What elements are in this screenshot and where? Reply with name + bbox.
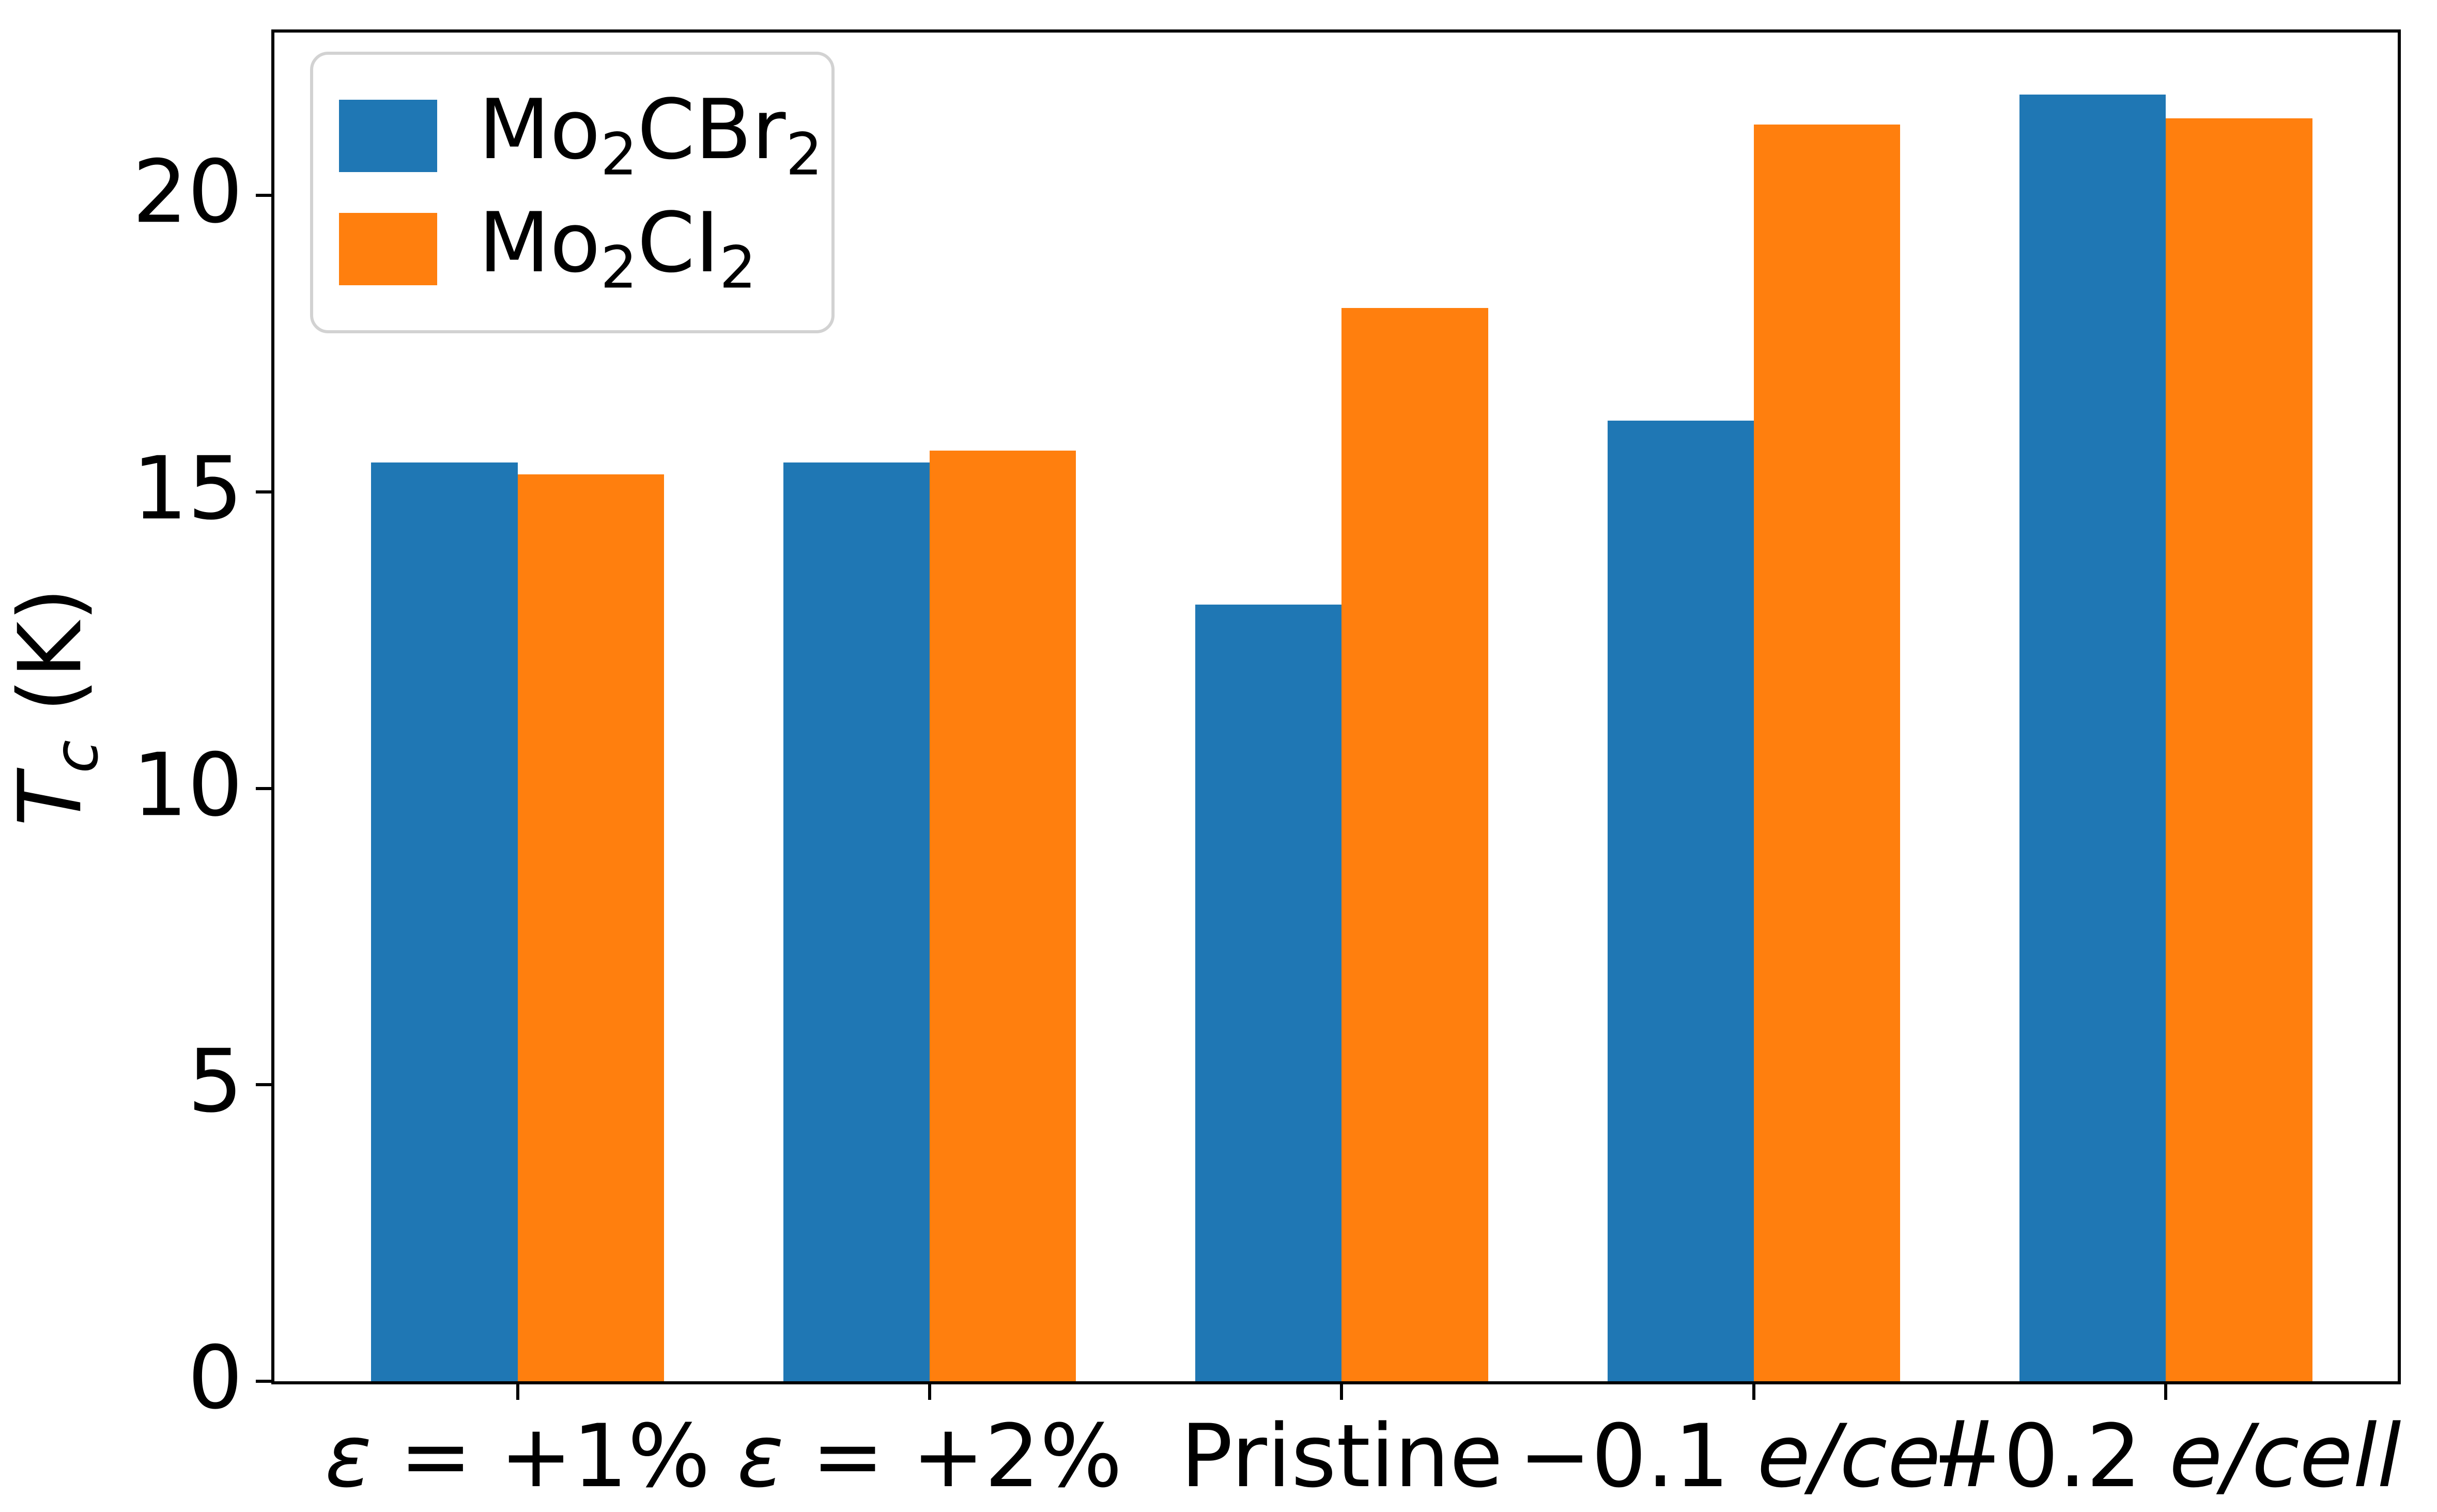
text-segment: ε xyxy=(737,1406,784,1507)
y-tick-label: 5 xyxy=(188,1030,243,1132)
bar-mo2cbr2-3 xyxy=(1607,421,1754,1381)
text-segment: CI xyxy=(637,194,720,291)
y-tick-mark xyxy=(256,786,271,790)
bar-mo2cbr2-0 xyxy=(371,462,518,1381)
bar-mo2ci2-2 xyxy=(1341,308,1488,1381)
legend: Mo2CBr2 Mo2CI2 xyxy=(310,52,835,333)
text-segment: −0.1 xyxy=(1518,1406,1757,1507)
y-tick-label: 0 xyxy=(188,1327,243,1429)
bar-mo2cbr2-2 xyxy=(1195,605,1342,1381)
text-segment: CBr xyxy=(637,81,786,178)
text-segment: e/cell xyxy=(1757,1406,1989,1507)
legend-swatch-mo2cbr2 xyxy=(339,99,437,172)
legend-item-mo2cbr2: Mo2CBr2 xyxy=(339,88,823,183)
x-tick-label-3: −0.1 e/cell xyxy=(1519,1413,1989,1500)
text-segment: = +2% xyxy=(783,1406,1122,1507)
x-tick-mark xyxy=(516,1384,519,1400)
x-tick-mark xyxy=(2164,1384,2168,1400)
text-segment: Pristine xyxy=(1180,1406,1503,1507)
bar-mo2ci2-1 xyxy=(929,450,1076,1381)
bar-mo2cbr2-1 xyxy=(783,462,930,1381)
x-tick-mark xyxy=(928,1384,931,1400)
y-tick-mark xyxy=(256,1380,271,1383)
y-tick-mark xyxy=(256,1083,271,1087)
text-segment: Mo xyxy=(479,81,600,178)
y-tick-mark xyxy=(256,194,271,197)
text-segment: Mo xyxy=(479,194,600,291)
x-tick-mark xyxy=(1752,1384,1755,1400)
bar-mo2ci2-0 xyxy=(517,474,664,1381)
x-tick-label-2: Pristine xyxy=(1180,1413,1503,1500)
text-segment: 2 xyxy=(600,234,638,302)
legend-item-mo2ci2: Mo2CI2 xyxy=(339,201,811,297)
text-segment: (K) xyxy=(0,588,101,740)
x-tick-label-1: ε = +2% xyxy=(737,1413,1122,1500)
bar-mo2ci2-3 xyxy=(1753,124,1901,1381)
bar-mo2ci2-4 xyxy=(2166,118,2312,1381)
text-segment: 2 xyxy=(600,121,638,189)
text-segment: 2 xyxy=(719,234,757,302)
y-tick-label: 20 xyxy=(132,141,243,243)
text-segment: e/cell xyxy=(2169,1406,2401,1507)
y-tick-mark xyxy=(256,490,271,494)
legend-swatch-mo2ci2 xyxy=(339,213,437,286)
text-segment: 2 xyxy=(785,121,823,189)
y-tick-label: 15 xyxy=(132,438,243,539)
legend-label-mo2ci2: Mo2CI2 xyxy=(479,201,756,297)
plot-area xyxy=(271,29,2401,1384)
x-tick-label-0: ε = +1% xyxy=(325,1413,711,1500)
text-segment: ε xyxy=(325,1406,372,1507)
y-tick-label: 10 xyxy=(132,734,243,836)
x-tick-mark xyxy=(1340,1384,1344,1400)
x-tick-label-4: −0.2 e/cell xyxy=(1931,1413,2401,1500)
text-segment: −0.2 xyxy=(1931,1406,2169,1507)
text-segment: = +1% xyxy=(372,1406,711,1507)
legend-label-mo2cbr2: Mo2CBr2 xyxy=(479,88,823,183)
bar-mo2cbr2-4 xyxy=(2019,95,2166,1381)
